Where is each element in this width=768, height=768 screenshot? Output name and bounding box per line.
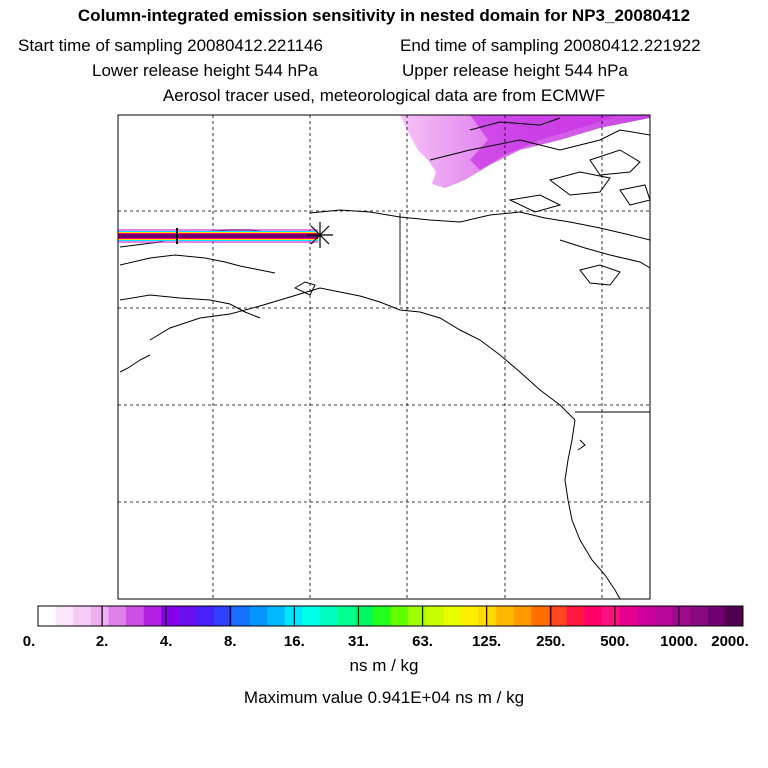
colorbar-label: 1000.: [660, 633, 698, 650]
colorbar-swatch: [602, 606, 621, 626]
sensitivity-flight-track: [118, 229, 318, 243]
upper-release-height-label: Upper release height 544 hPa: [402, 61, 628, 80]
colorbar-swatch: [390, 606, 409, 626]
sensitivity-plume-core: [470, 115, 620, 170]
colorbar-label: 4.: [159, 633, 173, 650]
colorbar-swatch: [320, 606, 339, 626]
colorbar-swatch: [513, 606, 532, 626]
map-frame: [117, 114, 651, 600]
colorbar-swatch: [619, 606, 638, 626]
colorbar-swatch: [355, 606, 374, 626]
map-title: Column-integrated emission sensitivity i…: [77, 6, 691, 25]
colorbar-swatch: [126, 606, 145, 626]
start-time-label: Start time of sampling 20080412.221146: [18, 36, 323, 55]
colorbar-swatch: [249, 606, 268, 626]
colorbar-swatch: [108, 606, 127, 626]
colorbar-swatch: [337, 606, 356, 626]
colorbar-swatch: [90, 606, 109, 626]
colorbar-frame: [37, 605, 744, 627]
colorbar-swatch: [725, 606, 744, 626]
info-line: Aerosol tracer used, meteorological data…: [162, 86, 606, 105]
colorbar-swatch: [73, 606, 92, 626]
colorbar-swatch: [408, 606, 427, 626]
end-time-label: End time of sampling 20080412.221922: [400, 36, 701, 55]
colorbar-swatch: [478, 606, 497, 626]
colorbar-label: 500.: [600, 633, 630, 650]
colorbar-swatch: [566, 606, 585, 626]
maximum-value-label: Maximum value 0.941E+04 ns m / kg: [243, 688, 525, 707]
colorbar-swatch: [461, 606, 480, 626]
colorbar-label: 0.: [22, 633, 36, 650]
colorbar: [37, 605, 744, 627]
colorbar-swatch: [267, 606, 286, 626]
colorbar-swatch: [443, 606, 462, 626]
colorbar-swatch: [531, 606, 550, 626]
colorbar-swatch: [496, 606, 515, 626]
coastlines: [119, 117, 650, 599]
colorbar-swatch: [196, 606, 215, 626]
colorbar-swatch: [707, 606, 726, 626]
colorbar-label: 250.: [536, 633, 566, 650]
colorbar-swatch: [549, 606, 568, 626]
colorbar-swatch: [690, 606, 709, 626]
release-point-marker: [307, 222, 333, 248]
colorbar-swatch: [55, 606, 74, 626]
sensitivity-plume-north: [400, 115, 650, 188]
colorbar-label: 63.: [412, 633, 433, 650]
colorbar-label: 2000.: [711, 633, 749, 650]
colorbar-label: 2.: [95, 633, 109, 650]
colorbar-swatch: [654, 606, 673, 626]
colorbar-swatch: [672, 606, 691, 626]
colorbar-swatch: [161, 606, 180, 626]
lower-release-height-label: Lower release height 544 hPa: [92, 61, 318, 80]
colorbar-label: 16.: [283, 633, 305, 650]
colorbar-label: 125.: [472, 633, 502, 650]
colorbar-label: 31.: [348, 633, 369, 650]
colorbar-swatch: [372, 606, 391, 626]
colorbar-swatch: [637, 606, 656, 626]
colorbar-swatch: [214, 606, 233, 626]
colorbar-label: 8.: [224, 633, 237, 650]
graticule: [118, 115, 650, 599]
colorbar-swatch: [179, 606, 198, 626]
colorbar-swatch: [143, 606, 162, 626]
colorbar-swatch: [231, 606, 250, 626]
colorbar-swatch: [302, 606, 321, 626]
colorbar-swatch: [425, 606, 444, 626]
colorbar-units: ns m / kg: [349, 656, 419, 675]
colorbar-swatch: [38, 606, 57, 626]
colorbar-swatch: [584, 606, 603, 626]
